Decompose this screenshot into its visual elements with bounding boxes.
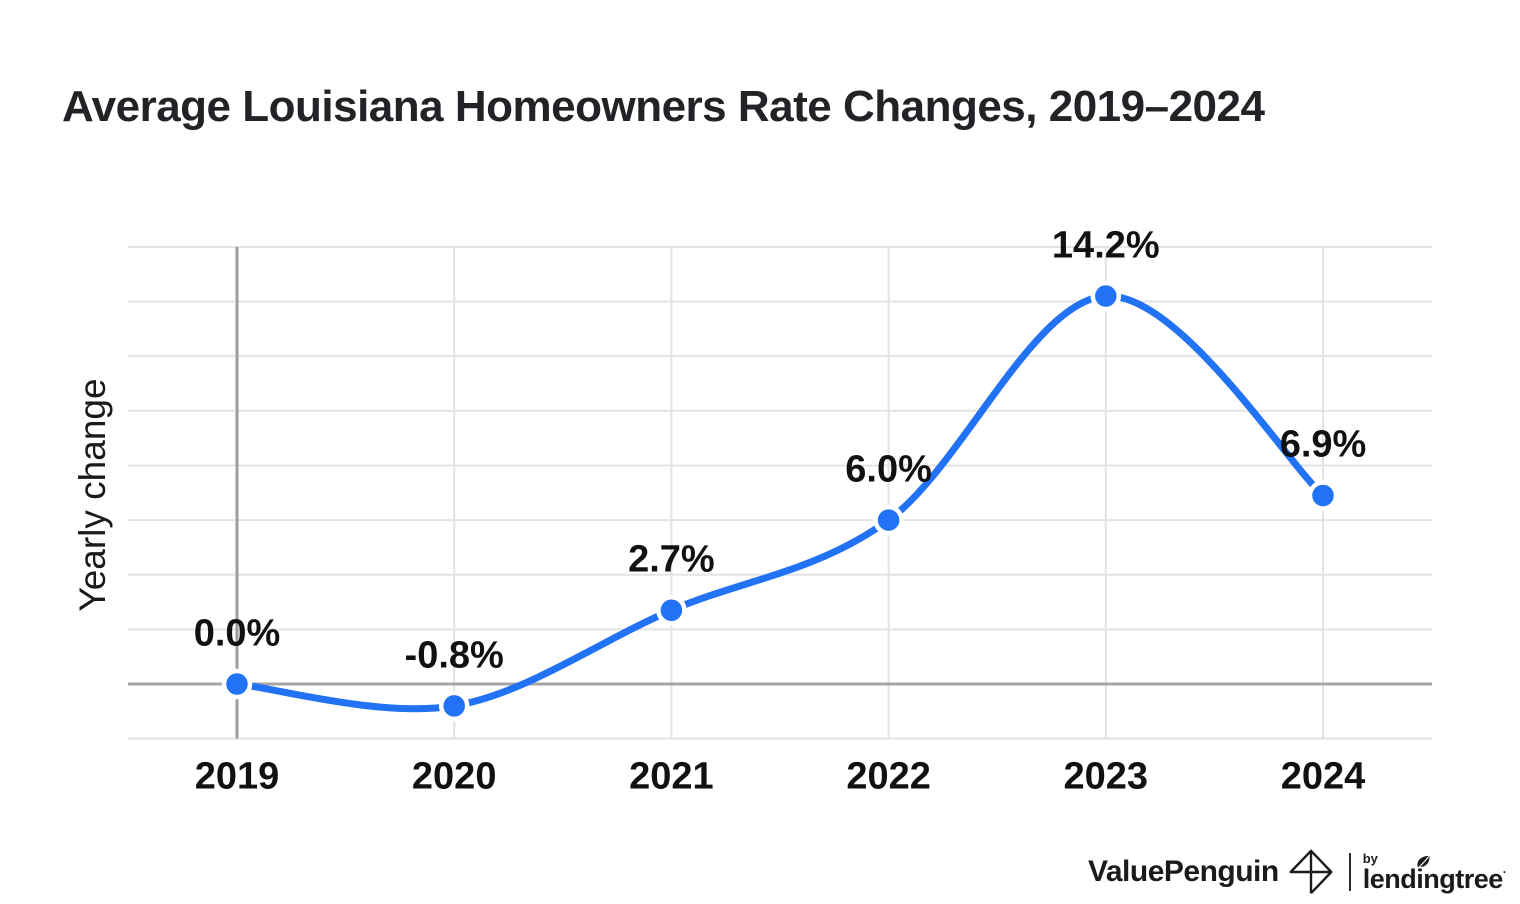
leaf-icon: [1417, 855, 1430, 868]
value-label-2024: 6.9%: [1279, 423, 1367, 466]
x-tick-label-2023: 2023: [1063, 755, 1149, 798]
value-label-2019: 0.0%: [193, 612, 281, 655]
data-point-2022: [873, 504, 904, 536]
data-point-2020: [438, 690, 470, 722]
chart-title: Average Louisiana Homeowners Rate Change…: [62, 82, 1265, 131]
lendingtree-wordmark: lendingtree·: [1362, 855, 1507, 894]
x-tick-label-2019: 2019: [194, 755, 280, 798]
footer-divider: [1348, 853, 1351, 891]
data-point-2019: [221, 668, 253, 700]
data-point-2021: [656, 594, 687, 626]
x-tick-label-2024: 2024: [1280, 755, 1366, 798]
penguin-diamond-icon: [1289, 849, 1333, 895]
x-tick-label-2020: 2020: [411, 755, 497, 798]
value-label-2023: 14.2%: [1051, 224, 1160, 267]
trend-line: [233, 292, 1327, 713]
data-point-2023: [1090, 280, 1122, 312]
value-label-2020: -0.8%: [404, 634, 504, 677]
value-label-2022: 6.0%: [845, 448, 932, 491]
brand-footer: ValuePenguin by lendingtree·: [1088, 846, 1507, 898]
data-point-2024: [1307, 480, 1339, 511]
lendingtree-lockup: by lendingtree·: [1363, 852, 1507, 893]
value-label-2021: 2.7%: [628, 538, 715, 581]
trademark-dot: ·: [1502, 864, 1507, 879]
x-tick-label-2021: 2021: [629, 755, 714, 798]
lendingtree-text: lendingtree: [1362, 863, 1504, 894]
valuepenguin-wordmark: ValuePenguin: [1088, 855, 1279, 888]
by-label: by: [1362, 850, 1378, 866]
x-tick-label-2022: 2022: [846, 755, 931, 798]
